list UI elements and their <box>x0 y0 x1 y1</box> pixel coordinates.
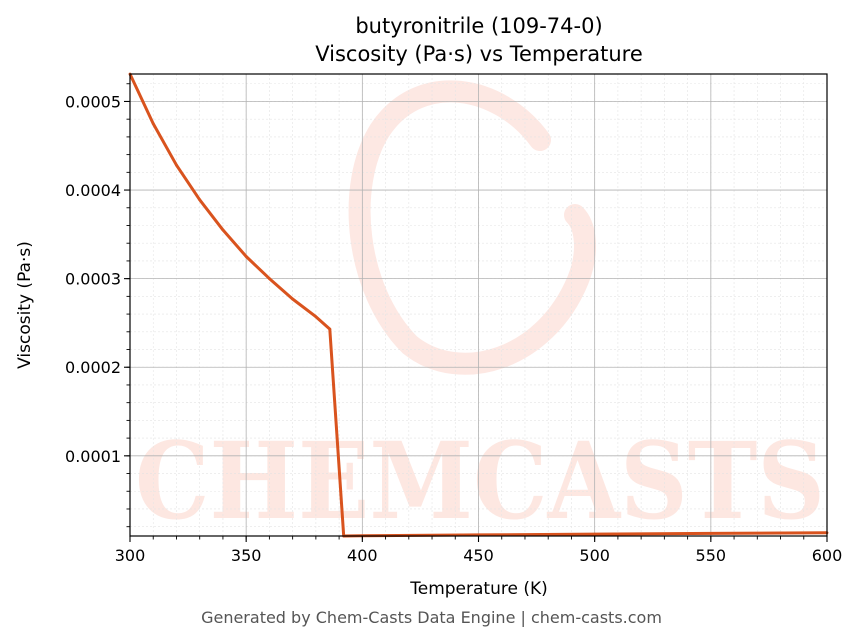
data-point <box>328 327 332 331</box>
data-point <box>198 198 202 202</box>
chart-subtitle: Viscosity (Pa·s) vs Temperature <box>315 42 643 66</box>
y-axis: 0.0001 0.0002 0.0003 0.0004 0.0005 <box>65 83 130 528</box>
data-point <box>244 255 248 258</box>
watermark-text: CHEMCASTS <box>135 418 825 543</box>
x-tick-label: 600 <box>812 546 843 565</box>
x-tick-label: 500 <box>579 546 610 565</box>
x-axis-label: Temperature (K) <box>409 579 548 599</box>
footer-credit: Generated by Chem-Casts Data Engine | ch… <box>201 608 662 627</box>
x-tick-label: 300 <box>115 546 146 565</box>
chart-title: butyronitrile (109-74-0) <box>355 14 602 38</box>
watermark-logo: CHEMCASTS <box>135 80 825 543</box>
data-point <box>221 228 225 232</box>
data-point <box>314 315 318 319</box>
x-tick-label: 450 <box>463 546 494 565</box>
data-point <box>593 532 597 536</box>
data-point <box>709 532 713 535</box>
data-point <box>268 277 271 281</box>
data-point <box>151 122 155 126</box>
x-axis: 300 350 400 450 500 550 600 <box>115 536 843 565</box>
series-layer <box>128 72 829 538</box>
y-tick-label: 0.0005 <box>65 92 121 111</box>
y-axis-label: Viscosity (Pa·s) <box>15 241 35 369</box>
viscosity-series-line <box>128 73 828 538</box>
x-tick-label: 350 <box>231 546 262 565</box>
data-point <box>175 163 178 167</box>
y-tick-label: 0.0002 <box>65 358 121 377</box>
x-tick-label: 550 <box>696 546 727 565</box>
y-tick-label: 0.0003 <box>65 270 121 289</box>
y-tick-label: 0.0001 <box>65 447 121 466</box>
y-tick-label: 0.0004 <box>65 181 121 200</box>
x-tick-label: 400 <box>347 546 378 565</box>
data-point <box>291 297 295 301</box>
